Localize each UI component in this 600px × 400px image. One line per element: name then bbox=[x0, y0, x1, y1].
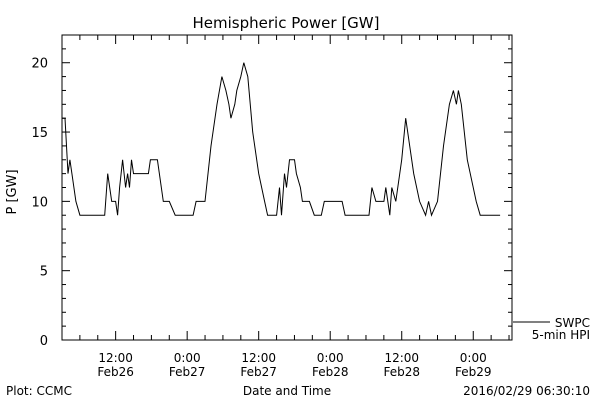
x-axis-ticks: 12:00Feb260:00Feb2712:00Feb270:00Feb2812… bbox=[61, 35, 510, 379]
x-tick-label-time: 12:00 bbox=[384, 351, 419, 365]
legend-label-swpc: SWPC bbox=[555, 316, 590, 330]
x-tick-label-time: 0:00 bbox=[174, 351, 201, 365]
y-axis-label: P [GW] bbox=[5, 169, 20, 214]
x-tick-label-time: 12:00 bbox=[241, 351, 276, 365]
chart-title: Hemispheric Power [GW] bbox=[193, 14, 380, 32]
y-tick-label: 5 bbox=[40, 265, 48, 280]
legend: SWPC 5-min HPI bbox=[513, 316, 590, 342]
y-tick-label: 10 bbox=[31, 195, 48, 210]
series-line-swpc bbox=[62, 62, 501, 217]
legend-label-hpi: 5-min HPI bbox=[532, 328, 590, 342]
plot-frame bbox=[61, 34, 513, 341]
x-tick-label-time: 12:00 bbox=[98, 351, 133, 365]
x-axis-label: Date and Time bbox=[243, 384, 331, 398]
x-tick-label-date: Feb27 bbox=[169, 365, 206, 379]
x-tick-label-date: Feb26 bbox=[97, 365, 134, 379]
x-tick-label-time: 0:00 bbox=[317, 351, 344, 365]
y-tick-label: 0 bbox=[40, 334, 48, 349]
footer-timestamp: 2016/02/29 06:30:10 bbox=[463, 384, 590, 398]
y-tick-label: 15 bbox=[31, 126, 48, 141]
x-tick-label-date: Feb28 bbox=[383, 365, 420, 379]
x-tick-label-date: Feb29 bbox=[455, 365, 492, 379]
x-tick-label-time: 0:00 bbox=[460, 351, 487, 365]
y-axis-ticks: 0 5 10 15 20 bbox=[31, 34, 512, 349]
x-tick-label-date: Feb28 bbox=[312, 365, 349, 379]
footer-plot-credit: Plot: CCMC bbox=[6, 384, 72, 398]
y-tick-label: 20 bbox=[31, 57, 48, 72]
x-tick-label-date: Feb27 bbox=[240, 365, 277, 379]
